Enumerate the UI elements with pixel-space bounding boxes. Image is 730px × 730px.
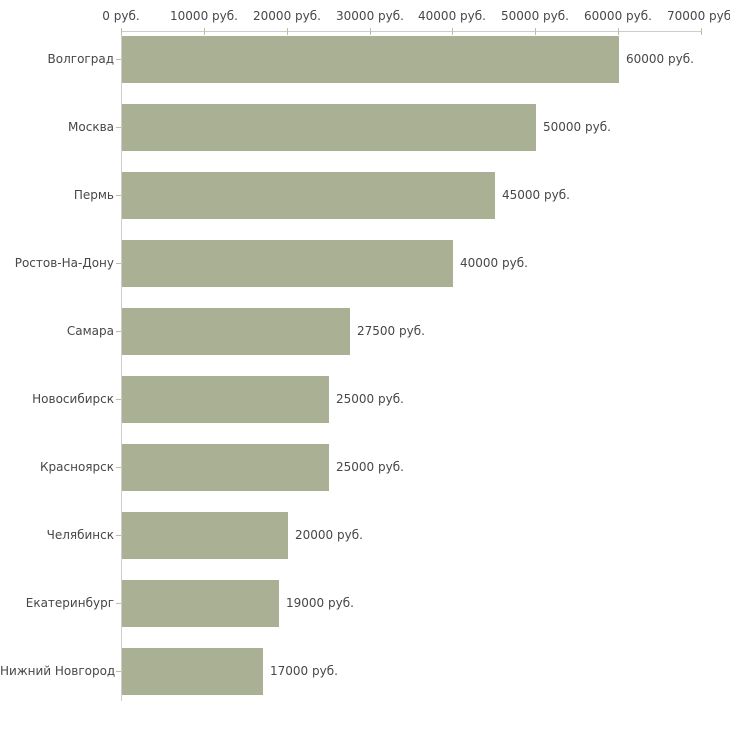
value-label: 25000 руб. xyxy=(336,392,404,406)
y-axis-tick xyxy=(116,127,121,128)
x-axis-tick-label: 0 руб. xyxy=(102,9,140,23)
x-axis-tick xyxy=(535,28,536,35)
category-label: Красноярск xyxy=(40,460,114,474)
y-axis-tick xyxy=(116,671,121,672)
value-label: 45000 руб. xyxy=(502,188,570,202)
bar xyxy=(122,648,263,695)
x-axis-tick-label: 30000 руб. xyxy=(336,9,404,23)
bar xyxy=(122,240,453,287)
category-label: Новосибирск xyxy=(32,392,114,406)
y-axis-tick xyxy=(116,467,121,468)
y-axis-tick xyxy=(116,195,121,196)
value-label: 40000 руб. xyxy=(460,256,528,270)
y-axis-tick xyxy=(116,535,121,536)
x-axis-tick-label: 20000 руб. xyxy=(253,9,321,23)
bar xyxy=(122,36,619,83)
category-label: Пермь xyxy=(73,188,114,202)
x-axis-tick xyxy=(287,28,288,35)
bar xyxy=(122,172,495,219)
x-axis-tick-label: 70000 руб. xyxy=(667,9,730,23)
bar xyxy=(122,376,329,423)
x-axis-tick xyxy=(370,28,371,35)
category-label: Ростов-На-Дону xyxy=(14,256,114,270)
y-axis-tick xyxy=(116,331,121,332)
value-label: 60000 руб. xyxy=(626,52,694,66)
value-label: 50000 руб. xyxy=(543,120,611,134)
x-axis-tick xyxy=(204,28,205,35)
y-axis-line xyxy=(121,31,122,701)
bar xyxy=(122,512,288,559)
y-axis-tick xyxy=(116,59,121,60)
x-axis-tick-label: 10000 руб. xyxy=(170,9,238,23)
category-label: Нижний Новгород xyxy=(0,664,116,678)
x-axis-tick-label: 40000 руб. xyxy=(418,9,486,23)
x-axis-tick xyxy=(121,28,122,35)
x-axis-tick xyxy=(452,28,453,35)
value-label: 19000 руб. xyxy=(286,596,354,610)
x-axis-tick-label: 50000 руб. xyxy=(501,9,569,23)
bar xyxy=(122,104,536,151)
x-axis-tick xyxy=(618,28,619,35)
category-label: Волгоград xyxy=(47,52,114,66)
value-label: 17000 руб. xyxy=(270,664,338,678)
y-axis-tick xyxy=(116,399,121,400)
value-label: 27500 руб. xyxy=(357,324,425,338)
x-axis-line xyxy=(121,31,702,32)
category-label: Самара xyxy=(66,324,114,338)
x-axis-tick-label: 60000 руб. xyxy=(584,9,652,23)
bar xyxy=(122,308,350,355)
value-label: 25000 руб. xyxy=(336,460,404,474)
bar xyxy=(122,444,329,491)
category-label: Челябинск xyxy=(46,528,114,542)
y-axis-tick xyxy=(116,263,121,264)
bar xyxy=(122,580,279,627)
value-label: 20000 руб. xyxy=(295,528,363,542)
y-axis-tick xyxy=(116,603,121,604)
category-label: Москва xyxy=(68,120,114,134)
category-label: Екатеринбург xyxy=(25,596,114,610)
x-axis-tick xyxy=(701,28,702,35)
